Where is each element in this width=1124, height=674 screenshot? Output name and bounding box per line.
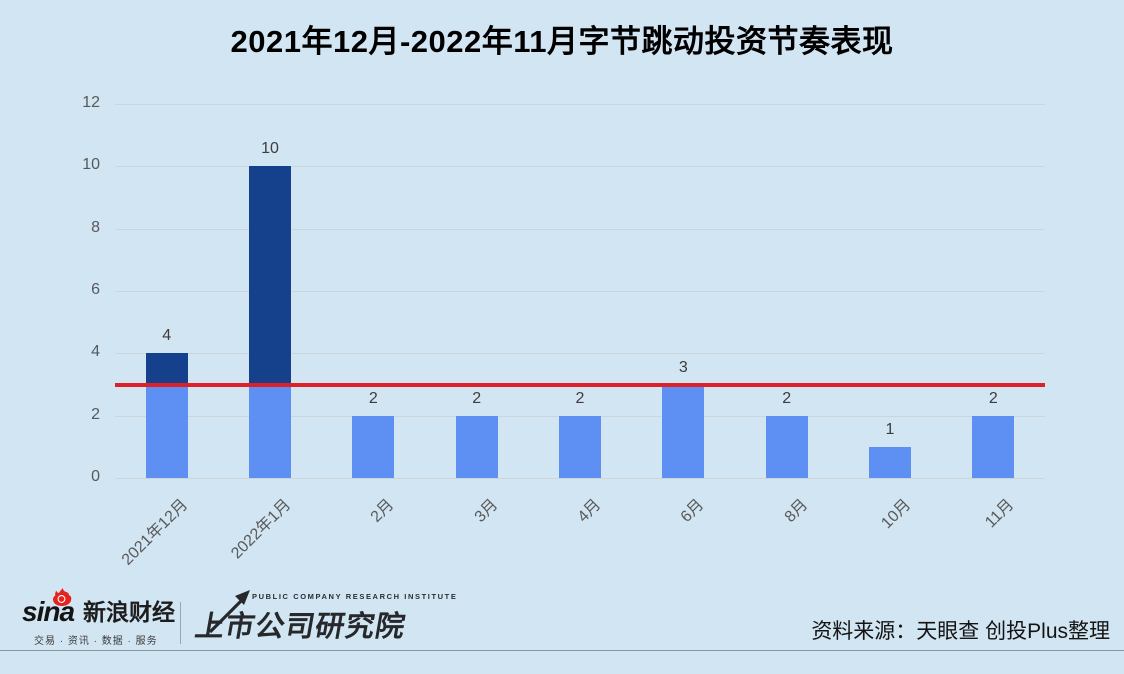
bar-value-label-8月: 2 — [782, 389, 792, 407]
y-axis-tick-label: 4 — [91, 343, 100, 361]
bar-segment-below-11月 — [972, 415, 1015, 478]
bar-chart-plot: 0 2 4 6 8 10 12 4 2021年12月 10 2022年1月 2 2月 2 3月 2 4月 3 6月 2… — [82, 94, 1045, 569]
threshold-line — [115, 382, 1045, 387]
bar-value-label-3月: 2 — [472, 389, 482, 407]
sina-tagline: 交易 · 资讯 · 数据 · 服务 — [34, 636, 158, 647]
gridline-y-0 — [115, 478, 1045, 479]
bar-segment-below-6月 — [662, 384, 705, 478]
gridline-y-10 — [115, 166, 1045, 168]
bar-segment-below-2月 — [352, 415, 395, 478]
y-axis-tick-label: 10 — [82, 156, 100, 174]
bar-value-label-2021年12月: 4 — [162, 327, 172, 345]
institute-arrow-icon — [208, 590, 250, 634]
x-axis-tick-label-11月: 11月 — [982, 496, 1018, 532]
bar-segment-below-3月 — [455, 415, 498, 478]
y-axis-tick-label: 6 — [91, 281, 100, 298]
sina-finance-logo: sina 新浪财经 交易 · 资讯 · 数据 · 服务 — [22, 588, 178, 647]
footer-divider-line — [0, 650, 1124, 651]
x-axis-tick-label-2月: 2月 — [367, 496, 398, 526]
bar-segment-above-2021年12月 — [145, 353, 188, 385]
gridline-y-8 — [115, 228, 1045, 230]
bar-value-label-2022年1月: 10 — [261, 140, 279, 158]
sina-finance-name: 新浪财经 — [83, 599, 176, 625]
bar-segment-above-2022年1月 — [249, 166, 291, 385]
gridline-y-4 — [115, 353, 1045, 355]
x-axis-tick-label-6月: 6月 — [677, 496, 708, 526]
bar-segment-below-4月 — [559, 415, 601, 478]
bar-segment-below-2021年12月 — [145, 384, 188, 478]
bar-value-label-10月: 1 — [885, 420, 895, 438]
y-axis-tick-label: 0 — [91, 468, 100, 485]
gridline-y-6 — [115, 291, 1045, 292]
bar-segment-below-8月 — [765, 415, 808, 478]
x-axis-tick-label-8月: 8月 — [781, 496, 811, 526]
bar-value-label-6月: 3 — [678, 358, 688, 376]
data-source-note: 资料来源：天眼查 创投Plus整理 — [811, 620, 1110, 643]
bar-value-label-2月: 2 — [368, 389, 378, 407]
y-axis-tick-label: 8 — [91, 218, 100, 236]
bar-segment-below-2022年1月 — [249, 384, 291, 478]
x-axis-tick-label-10月: 10月 — [878, 496, 915, 533]
y-axis-tick-label: 2 — [91, 405, 100, 423]
sina-flame-icon — [53, 588, 72, 606]
x-axis-tick-label-2022年1月: 2022年1月 — [228, 496, 295, 563]
x-axis-tick-label-2021年12月: 2021年12月 — [118, 496, 191, 569]
bar-value-label-11月: 2 — [988, 389, 998, 407]
research-institute-logo: PUBLIC COMPANY RESEARCH INSTITUTE 上市公司研究… — [193, 590, 458, 645]
bar-segment-below-10月 — [869, 446, 911, 478]
gridline-y-12 — [115, 104, 1045, 105]
bar-value-label-4月: 2 — [575, 389, 585, 407]
institute-chinese-name: 上市公司研究院 — [192, 611, 409, 643]
x-axis-tick-label-3月: 3月 — [471, 496, 501, 526]
x-axis-tick-label-4月: 4月 — [574, 496, 605, 526]
institute-english-name: PUBLIC COMPANY RESEARCH INSTITUTE — [252, 592, 458, 601]
footer-logo-divider — [180, 602, 181, 644]
chart-title: 2021年12月-2022年11月字节跳动投资节奏表现 — [230, 24, 894, 59]
y-axis-tick-label: 12 — [82, 94, 100, 111]
